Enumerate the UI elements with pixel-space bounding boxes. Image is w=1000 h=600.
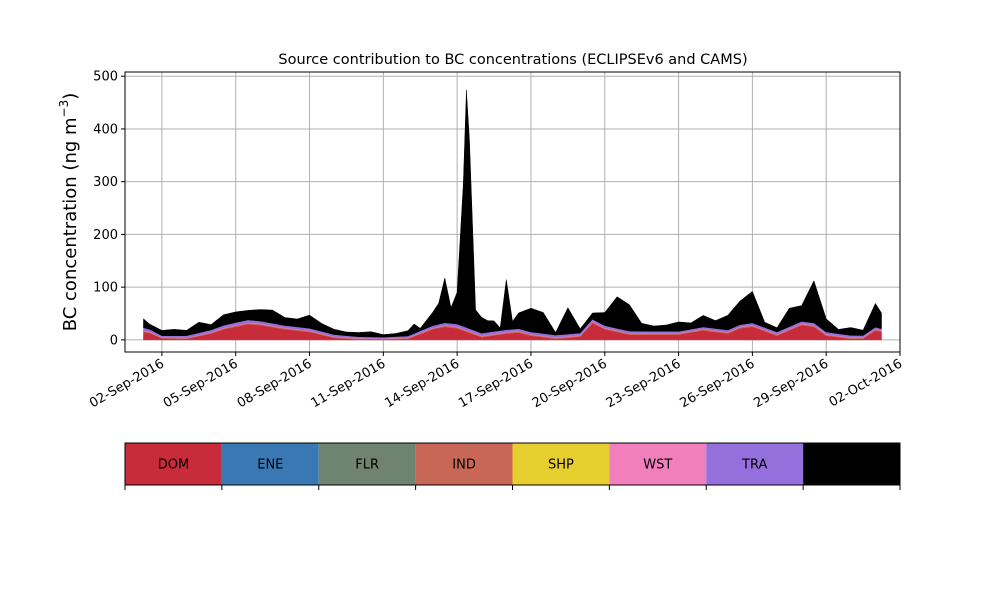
x-axis: 02-Sep-201605-Sep-201608-Sep-201611-Sep-… xyxy=(87,352,905,411)
x-tick-label: 14-Sep-2016 xyxy=(382,356,462,411)
x-tick-label: 08-Sep-2016 xyxy=(235,356,315,411)
y-axis-label-superscript: −3 xyxy=(57,100,71,118)
colorbar-label-tra: TRA xyxy=(741,458,767,473)
y-tick-label: 400 xyxy=(93,122,118,137)
colorbar-swatch-tra xyxy=(706,443,804,485)
colorbar-swatch-bb xyxy=(803,443,900,485)
chart-title: Source contribution to BC concentrations… xyxy=(278,52,747,68)
x-tick-label: 11-Sep-2016 xyxy=(309,356,389,411)
y-tick-label: 500 xyxy=(93,70,118,85)
y-axis-label: BC concentration (ng m−3) xyxy=(57,93,81,332)
x-tick-label: 05-Sep-2016 xyxy=(161,356,241,411)
y-tick-label: 0 xyxy=(110,333,118,348)
x-tick-label: 17-Sep-2016 xyxy=(456,356,536,411)
y-tick-label: 100 xyxy=(93,281,118,296)
colorbar-swatch-ene xyxy=(221,443,319,485)
colorbar-label-ene: ENE xyxy=(257,458,283,473)
grid xyxy=(125,72,901,352)
x-tick-label: 29-Sep-2016 xyxy=(751,356,831,411)
colorbar-label-dom: DOM xyxy=(158,458,189,473)
y-tick-label: 300 xyxy=(93,175,118,190)
x-tick-label: 23-Sep-2016 xyxy=(604,356,684,411)
colorbar-swatch-dom xyxy=(125,443,222,485)
colorbar-swatch-shp xyxy=(512,443,610,485)
colorbar-label-shp: SHP xyxy=(548,458,574,473)
x-tick-label: 26-Sep-2016 xyxy=(678,356,758,411)
y-axis-label-close: ) xyxy=(60,93,81,100)
colorbar-label-bb: BB xyxy=(843,458,861,473)
x-tick-label: 02-Oct-2016 xyxy=(827,356,905,410)
y-tick-label: 200 xyxy=(93,228,118,243)
y-axis-label-main: BC concentration (ng m xyxy=(60,117,81,331)
colorbar-swatch-wst xyxy=(609,443,707,485)
x-tick-label: 02-Sep-2016 xyxy=(87,356,167,411)
colorbar-label-flr: FLR xyxy=(355,458,379,473)
plot-frame xyxy=(124,71,901,353)
colorbar-swatch-ind xyxy=(415,443,513,485)
y-axis: 0 100 200 300 400 500 xyxy=(93,70,125,348)
colorbar-label-ind: IND xyxy=(452,458,476,473)
x-tick-label: 20-Sep-2016 xyxy=(530,356,610,411)
colorbar-swatch-flr xyxy=(318,443,416,485)
stacked-areas xyxy=(143,90,882,341)
colorbar-label-wst: WST xyxy=(643,458,672,473)
colorbar-legend: DOM ENE FLR IND SHP WST TRA BB xyxy=(124,442,901,490)
area-bb xyxy=(143,90,882,338)
